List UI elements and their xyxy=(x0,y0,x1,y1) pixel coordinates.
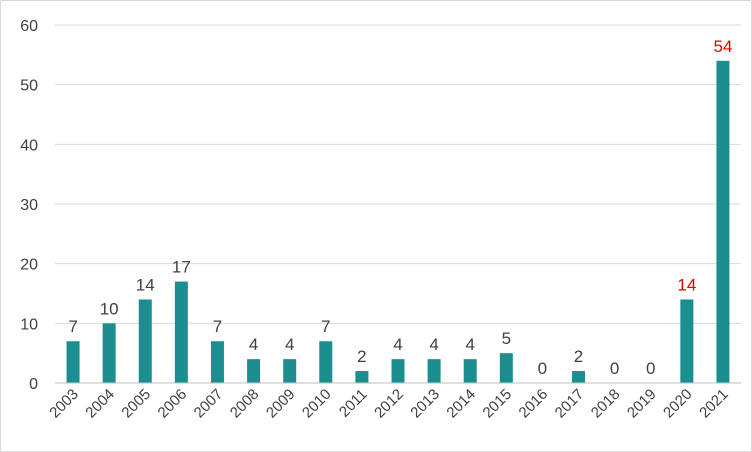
x-tick-label: 2015 xyxy=(480,386,516,422)
x-tick-label: 2018 xyxy=(588,386,624,422)
data-label-2008: 4 xyxy=(249,335,258,354)
x-tick-label: 2011 xyxy=(336,386,371,421)
bar-2006 xyxy=(174,281,188,383)
data-label-2009: 4 xyxy=(285,335,294,354)
x-tick-label: 2006 xyxy=(155,386,191,422)
x-tick-label: 2020 xyxy=(660,386,696,422)
bar-2021 xyxy=(716,60,730,384)
x-tick-label: 2004 xyxy=(82,386,118,422)
data-label-2011: 2 xyxy=(357,347,366,366)
x-tick-label: 2009 xyxy=(263,386,299,422)
y-axis-ticks: 0 10 20 30 40 50 60 xyxy=(20,18,38,393)
bar-2015 xyxy=(499,353,513,383)
x-tick-label: 2012 xyxy=(371,386,407,422)
bar-2005 xyxy=(138,299,152,383)
data-label-2015: 5 xyxy=(502,329,511,348)
x-tick-label: 2021 xyxy=(696,386,732,422)
x-tick-label: 2014 xyxy=(443,386,479,422)
bar-2003 xyxy=(66,341,80,383)
bar-2010 xyxy=(319,341,333,383)
data-label-2010: 7 xyxy=(321,317,330,336)
data-label-2012: 4 xyxy=(393,335,402,354)
x-tick-label: 2010 xyxy=(299,386,335,422)
bar-2009 xyxy=(283,359,297,383)
bar-2017 xyxy=(572,371,586,383)
y-tick-label: 10 xyxy=(20,316,38,333)
bar-2011 xyxy=(355,371,369,383)
x-tick-label: 2013 xyxy=(407,386,443,422)
x-tick-label: 2008 xyxy=(227,386,263,422)
data-label-2016: 0 xyxy=(538,359,547,378)
bar-2007 xyxy=(210,341,224,383)
x-axis-ticks: 2003 2004 2005 2006 2007 2008 2009 2010 2011 2012… xyxy=(46,386,732,422)
data-label-2005: 14 xyxy=(136,275,155,294)
bars xyxy=(66,60,730,384)
bar-2020 xyxy=(680,299,694,383)
data-labels: 7 10 14 17 7 4 4 7 2 4 4 4 5 0 2 0 0 14 54 xyxy=(68,37,732,378)
data-label-2020: 14 xyxy=(677,275,696,294)
y-tick-label: 60 xyxy=(20,18,38,35)
y-tick-label: 20 xyxy=(20,257,38,274)
data-label-2018: 0 xyxy=(610,359,619,378)
x-tick-label: 2016 xyxy=(516,386,552,422)
bar-2012 xyxy=(391,359,405,383)
bar-2004 xyxy=(102,323,116,383)
data-label-2021: 54 xyxy=(713,37,732,56)
x-tick-label: 2003 xyxy=(46,386,82,422)
data-label-2003: 7 xyxy=(68,317,77,336)
x-tick-label: 2007 xyxy=(191,386,227,422)
gridlines xyxy=(55,24,741,324)
x-tick-label: 2005 xyxy=(118,386,154,422)
y-tick-label: 40 xyxy=(20,137,38,154)
data-label-2013: 4 xyxy=(429,335,438,354)
x-tick-label: 2019 xyxy=(624,386,660,422)
x-tick-label: 2017 xyxy=(552,386,588,422)
y-tick-label: 0 xyxy=(29,376,38,393)
bar-2008 xyxy=(247,359,261,383)
data-label-2017: 2 xyxy=(574,347,583,366)
data-label-2014: 4 xyxy=(465,335,474,354)
y-tick-label: 30 xyxy=(20,197,38,214)
data-label-2019: 0 xyxy=(646,359,655,378)
data-label-2006: 17 xyxy=(172,258,191,277)
data-label-2007: 7 xyxy=(213,317,222,336)
bar-2013 xyxy=(427,359,441,383)
data-label-2004: 10 xyxy=(100,299,119,318)
y-tick-label: 50 xyxy=(20,78,38,95)
bar-2014 xyxy=(463,359,477,383)
